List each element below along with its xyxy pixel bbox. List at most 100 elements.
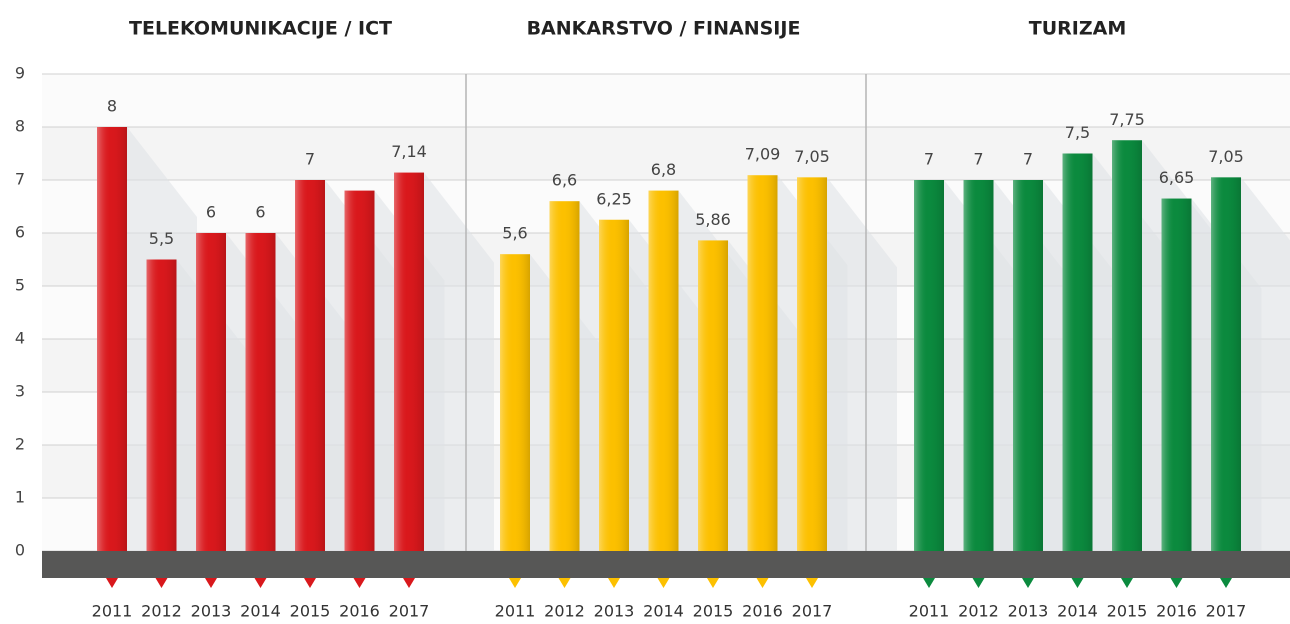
year-marker <box>756 578 769 588</box>
bar-shadow <box>424 172 494 551</box>
bar-shade <box>146 259 177 551</box>
x-tick-label: 2015 <box>290 602 331 621</box>
value-label: 7 <box>1023 150 1033 169</box>
value-label: 8 <box>107 97 117 116</box>
bar-shade <box>747 175 778 552</box>
x-tick-label: 2017 <box>792 602 833 621</box>
bar-shade <box>1112 140 1142 551</box>
x-tick-label: 2015 <box>693 602 734 621</box>
y-tick-label: 3 <box>15 382 25 401</box>
panel-title: BANKARSTVO / FINANSIJE <box>527 18 801 40</box>
x-tick-label: 2016 <box>1156 602 1197 621</box>
year-marker <box>254 578 267 588</box>
x-tick-label: 2017 <box>1206 602 1247 621</box>
year-marker <box>657 578 670 588</box>
value-label: 6,6 <box>552 171 577 190</box>
bar-shade <box>500 254 530 551</box>
y-tick-label: 8 <box>15 117 25 136</box>
bar-shade <box>549 201 580 551</box>
y-tick-label: 6 <box>15 223 25 242</box>
year-marker <box>155 578 168 588</box>
y-tick-label: 7 <box>15 170 25 189</box>
value-label: 7 <box>924 150 934 169</box>
value-label: 6,25 <box>596 189 632 208</box>
value-label: 7 <box>305 150 315 169</box>
bar-shade <box>295 180 325 551</box>
bar-shade <box>394 172 424 551</box>
bar-shade <box>797 177 827 551</box>
value-label: 7,14 <box>391 142 427 161</box>
y-tick-label: 1 <box>15 488 25 507</box>
bar-shade <box>1013 180 1043 551</box>
x-tick-label: 2013 <box>1008 602 1049 621</box>
bar-shade <box>97 127 127 551</box>
value-label: 6 <box>206 203 216 222</box>
year-marker <box>707 578 719 588</box>
value-label: 7,09 <box>745 145 781 164</box>
bar-shade <box>914 180 944 551</box>
year-marker <box>106 578 118 588</box>
value-label: 5,5 <box>149 229 174 248</box>
x-tick-label: 2014 <box>240 602 281 621</box>
x-tick-label: 2014 <box>1057 602 1098 621</box>
value-label: 7 <box>973 150 983 169</box>
year-marker <box>1170 578 1183 588</box>
value-label: 6,8 <box>651 160 676 179</box>
y-tick-label: 4 <box>15 329 25 348</box>
bar-shade <box>599 219 629 551</box>
year-marker <box>1121 578 1133 588</box>
bar-shade <box>648 190 679 551</box>
value-label: 7,75 <box>1109 110 1145 129</box>
x-tick-label: 2011 <box>495 602 536 621</box>
year-marker <box>608 578 620 588</box>
base-band <box>42 551 1290 578</box>
bar-shade <box>1161 198 1192 552</box>
panel-title: TELEKOMUNIKACIJE / ICT <box>129 18 392 40</box>
x-tick-label: 2015 <box>1107 602 1148 621</box>
value-label: 5,86 <box>695 210 731 229</box>
x-tick-label: 2011 <box>909 602 950 621</box>
x-tick-label: 2014 <box>643 602 684 621</box>
year-marker <box>972 578 985 588</box>
bar-shadow <box>1241 177 1290 551</box>
y-tick-label: 5 <box>15 276 25 295</box>
bar-shadow <box>827 177 897 551</box>
year-marker <box>205 578 217 588</box>
bar-shade <box>196 233 226 551</box>
y-tick-label: 2 <box>15 435 25 454</box>
x-tick-label: 2012 <box>958 602 999 621</box>
bar-shade <box>344 190 375 551</box>
year-marker <box>509 578 521 588</box>
bar-shade <box>963 180 994 551</box>
value-label: 6,65 <box>1159 168 1195 187</box>
bar-shade <box>1062 153 1093 551</box>
value-label: 7,05 <box>794 147 830 166</box>
panel-title: TURIZAM <box>1029 18 1126 40</box>
y-tick-label: 9 <box>15 64 25 83</box>
x-tick-label: 2016 <box>339 602 380 621</box>
x-tick-label: 2016 <box>742 602 783 621</box>
year-marker <box>1220 578 1232 588</box>
x-tick-label: 2012 <box>544 602 585 621</box>
grid-band <box>42 74 1290 127</box>
year-marker <box>304 578 316 588</box>
year-marker <box>923 578 935 588</box>
x-tick-label: 2017 <box>389 602 430 621</box>
x-tick-label: 2011 <box>92 602 133 621</box>
x-tick-label: 2013 <box>594 602 635 621</box>
bar-shade <box>245 233 276 551</box>
value-label: 7,5 <box>1065 123 1090 142</box>
year-marker <box>806 578 818 588</box>
year-marker <box>1022 578 1034 588</box>
year-marker <box>403 578 415 588</box>
x-tick-label: 2012 <box>141 602 182 621</box>
bar-shade <box>698 240 728 552</box>
value-label: 7,05 <box>1208 147 1244 166</box>
value-label: 5,6 <box>502 224 527 243</box>
year-marker <box>558 578 571 588</box>
year-marker <box>353 578 366 588</box>
year-marker <box>1071 578 1084 588</box>
y-tick-label: 0 <box>15 541 25 560</box>
value-label: 6 <box>255 203 265 222</box>
